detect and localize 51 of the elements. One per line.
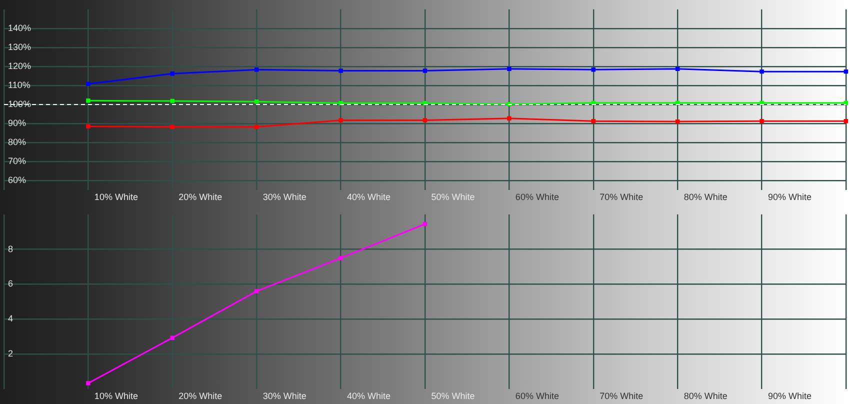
point xyxy=(254,289,259,294)
x-tick-label: 80% White xyxy=(684,192,728,202)
x-tick-label: 40% White xyxy=(347,192,391,202)
y-tick-label: 8 xyxy=(8,244,14,254)
x-tick-label: 10% White xyxy=(94,192,138,202)
y-tick-label: 4 xyxy=(8,314,14,324)
point xyxy=(86,381,90,386)
y-tick-label: 2 xyxy=(8,348,14,359)
y-tick-label: 120% xyxy=(8,60,32,71)
x-tick-label: 70% White xyxy=(600,390,644,401)
x-tick-label: 50% White xyxy=(431,192,475,202)
point xyxy=(86,124,90,128)
x-tick-label: 20% White xyxy=(178,192,222,202)
x-tick-label: 30% White xyxy=(262,390,306,401)
point xyxy=(338,68,343,73)
point xyxy=(86,82,90,86)
point xyxy=(844,119,848,124)
point xyxy=(507,66,512,72)
y-tick-label: 140% xyxy=(8,22,32,33)
y-tick-label: 90% xyxy=(8,118,26,128)
x-tick-label: 30% White xyxy=(262,192,306,202)
point xyxy=(760,119,764,124)
x-tick-label: 20% White xyxy=(178,390,222,401)
x-tick-label: 50% White xyxy=(431,390,475,401)
x-tick-label: 40% White xyxy=(347,390,391,401)
point xyxy=(760,69,764,74)
x-tick-label: 90% White xyxy=(768,390,812,401)
point xyxy=(507,116,512,120)
y-tick-label: 80% xyxy=(8,136,26,147)
x-tick-label: 80% White xyxy=(684,390,728,401)
y-tick-label: 60% xyxy=(8,174,26,185)
x-tick-label: 60% White xyxy=(515,192,559,202)
point xyxy=(422,68,428,73)
x-tick-label: 10% White xyxy=(94,390,138,401)
point xyxy=(338,256,343,260)
y-tick-label: 6 xyxy=(8,278,14,289)
point xyxy=(338,118,343,122)
point xyxy=(170,336,175,340)
point xyxy=(170,72,175,76)
point xyxy=(591,119,596,124)
x-tick-label: 70% White xyxy=(600,192,644,202)
point xyxy=(86,98,90,103)
x-tick-label: 60% White xyxy=(515,390,559,401)
x-tick-label: 90% White xyxy=(768,192,812,202)
y-tick-label: 100% xyxy=(8,98,32,109)
point xyxy=(591,68,596,72)
y-tick-label: 110% xyxy=(8,80,30,90)
y-tick-label: 70% xyxy=(8,156,26,166)
point xyxy=(422,118,428,122)
y-tick-label: 130% xyxy=(8,42,32,52)
point xyxy=(254,68,259,72)
